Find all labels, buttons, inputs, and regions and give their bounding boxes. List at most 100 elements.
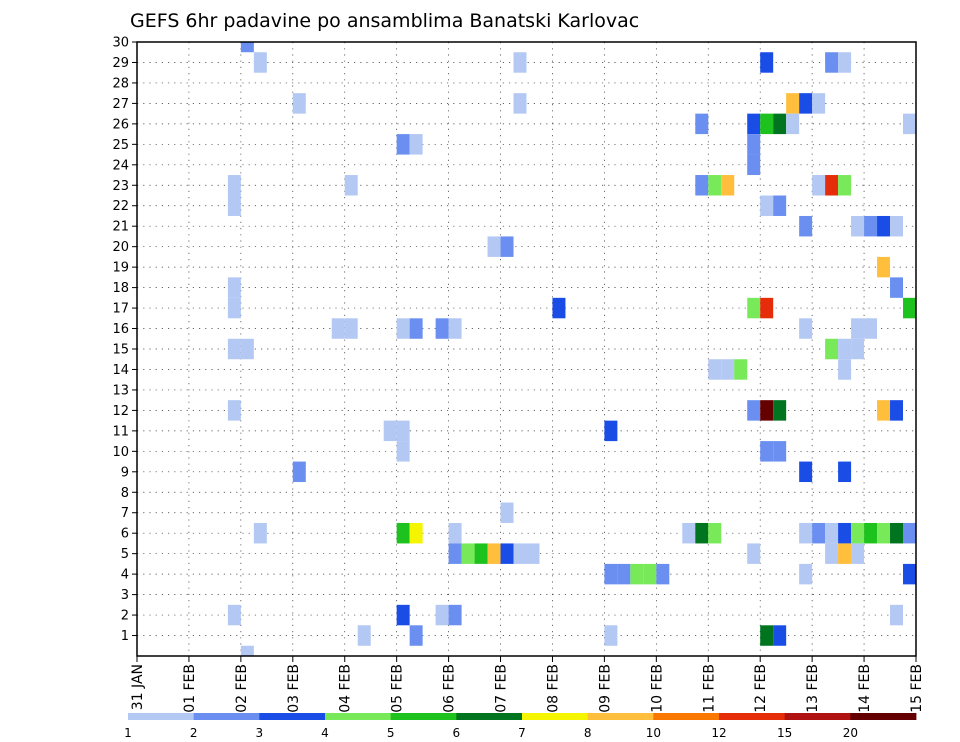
chart-title: GEFS 6hr padavine po ansamblima Banatski…	[130, 10, 639, 32]
precip-cell	[773, 400, 787, 421]
precip-cell	[799, 461, 813, 483]
colorbar-label: 4	[321, 726, 329, 740]
x-tick-label: 12 FEB	[753, 664, 769, 713]
x-tick-label: 07 FEB	[494, 664, 510, 713]
y-tick-label: 8	[121, 486, 129, 501]
y-tick-label: 30	[112, 36, 129, 51]
precip-cell	[838, 359, 852, 380]
colorbar-label: 3	[256, 726, 264, 740]
precip-cell	[513, 93, 527, 114]
precip-cell	[708, 175, 722, 196]
y-tick-label: 23	[112, 179, 129, 194]
precip-cell	[643, 563, 657, 585]
colorbar-swatch	[587, 713, 654, 720]
precip-cell	[721, 175, 735, 196]
precip-cell	[786, 113, 800, 135]
y-tick-label: 5	[121, 547, 129, 562]
precip-cell	[825, 543, 839, 564]
precip-cell	[812, 93, 826, 114]
precip-cell	[435, 318, 449, 339]
precip-cell	[227, 338, 241, 360]
precip-cell	[682, 522, 696, 544]
x-axis-dates: 31 JAN 01 FEB 02 FEB 03 FEB 04 FEB 05 FEB 06 F…	[130, 656, 925, 713]
x-tick-label: 08 FEB	[545, 664, 561, 713]
colorbar-swatch	[653, 713, 720, 720]
colorbar-swatch	[784, 713, 851, 720]
colorbar-swatch	[850, 713, 917, 720]
precip-cell	[890, 604, 904, 626]
colorbar-label: 1	[124, 726, 132, 740]
precip-cell	[513, 52, 527, 73]
precip-cell	[747, 297, 761, 319]
precip-cell	[409, 134, 423, 155]
precip-cell	[799, 215, 813, 237]
precip-cell	[747, 134, 761, 155]
precip-cell	[292, 461, 306, 483]
precip-cell	[903, 563, 916, 585]
precip-cell	[838, 52, 852, 73]
precip-cell	[487, 236, 501, 257]
y-tick-label: 24	[112, 158, 129, 173]
precip-cell	[760, 400, 774, 421]
precip-cell	[396, 604, 410, 626]
precip-cell	[773, 113, 787, 135]
colorbar-label: 20	[843, 726, 858, 740]
precip-cell	[227, 277, 241, 298]
precip-cell	[760, 52, 774, 73]
precip-cell	[877, 215, 891, 237]
precip-cell	[513, 543, 527, 564]
y-tick-label: 17	[112, 302, 129, 317]
y-tick-label: 2	[121, 609, 129, 624]
y-tick-label: 28	[112, 76, 129, 91]
precip-cell	[851, 522, 865, 544]
precip-cell	[552, 297, 566, 319]
colorbar-swatch	[259, 713, 326, 720]
precip-cell	[344, 175, 358, 196]
precip-cell	[227, 297, 241, 319]
precip-cell	[604, 420, 618, 442]
precip-cell	[903, 113, 916, 135]
x-tick-label: 01 FEB	[182, 664, 198, 713]
y-tick-label: 29	[112, 56, 129, 71]
precip-cell	[396, 134, 410, 155]
precipitation-cells	[227, 42, 916, 656]
y-tick-label: 25	[112, 138, 129, 153]
precip-cell	[825, 522, 839, 544]
precip-cell	[812, 522, 826, 544]
precip-cell	[409, 625, 423, 646]
precip-cell	[838, 461, 852, 483]
precip-cell	[903, 522, 916, 544]
precip-cell	[240, 645, 254, 656]
y-tick-label: 19	[112, 261, 129, 276]
y-tick-label: 6	[121, 527, 129, 542]
precip-cell	[760, 441, 774, 462]
x-tick-label: 14 FEB	[857, 664, 873, 713]
precip-cell	[890, 277, 904, 298]
colorbar-swatch	[325, 713, 392, 720]
precip-cell	[838, 338, 852, 360]
precip-cell	[500, 502, 514, 523]
colorbar-swatch	[719, 713, 786, 720]
x-tick-label: 11 FEB	[701, 664, 717, 713]
precip-cell	[227, 604, 241, 626]
y-tick-label: 14	[112, 363, 129, 378]
precip-cell	[253, 52, 267, 73]
colorbar-label: 8	[584, 726, 592, 740]
precip-cell	[396, 318, 410, 339]
colorbar-label: 5	[387, 726, 395, 740]
y-axis-ensemble-members: 1234567891011121314151617181920212223242…	[112, 36, 137, 644]
precip-cell	[877, 256, 891, 278]
x-tick-label: 13 FEB	[805, 664, 821, 713]
precip-cell	[656, 563, 670, 585]
y-tick-label: 10	[112, 445, 129, 460]
x-tick-label: 31 JAN	[130, 664, 146, 710]
precip-cell	[890, 522, 904, 544]
y-tick-label: 3	[121, 588, 129, 603]
colorbar-swatch	[522, 713, 589, 720]
precip-cell	[695, 175, 709, 196]
y-tick-label: 27	[112, 97, 129, 112]
y-tick-label: 1	[121, 629, 129, 644]
precip-cell	[734, 359, 748, 380]
precip-cell	[786, 93, 800, 114]
